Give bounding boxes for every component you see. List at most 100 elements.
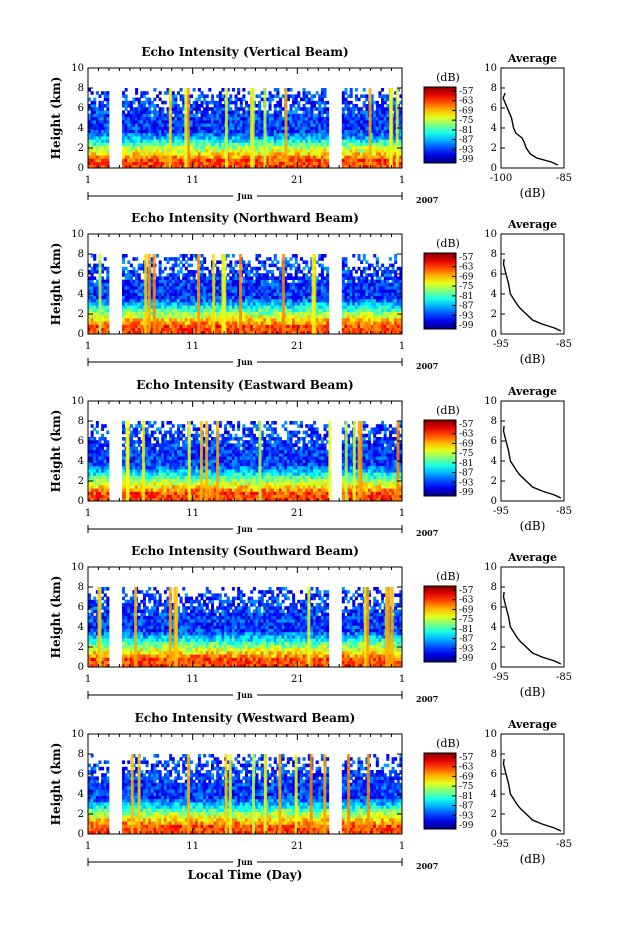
heatmap-cell	[151, 139, 154, 143]
heatmap-cell	[104, 289, 107, 293]
heatmap-cell	[266, 324, 269, 328]
heatmap-cell	[269, 91, 272, 95]
heatmap-cell	[138, 149, 141, 153]
heatmap-cell	[342, 257, 345, 261]
heatmap-cell	[146, 162, 149, 166]
heatmap-cell	[250, 318, 253, 322]
heatmap-cell	[313, 114, 316, 118]
heatmap-cell	[161, 149, 164, 153]
heatmap-streak	[144, 254, 147, 334]
heatmap-cell	[318, 254, 321, 258]
heatmap-cell	[365, 136, 368, 140]
heatmap-cell	[276, 292, 279, 296]
heatmap-cell	[201, 149, 204, 153]
heatmap-cell	[235, 318, 238, 322]
heatmap-cell	[352, 267, 355, 271]
heatmap-cell	[250, 292, 253, 296]
heatmap-cell	[321, 276, 324, 280]
heatmap-cell	[156, 315, 159, 319]
heatmap-cell	[193, 123, 196, 127]
heatmap-cell	[300, 312, 303, 316]
heatmap-cell	[125, 123, 128, 127]
heatmap-cell	[201, 286, 204, 290]
heatmap-cell	[376, 142, 379, 146]
heatmap-cell	[397, 308, 400, 312]
heatmap-cell	[368, 315, 371, 319]
heatmap-cell	[342, 267, 345, 271]
heatmap-cell	[303, 88, 306, 92]
heatmap-cell	[386, 162, 389, 166]
heatmap-cell	[384, 276, 387, 280]
heatmap-cell	[177, 117, 180, 121]
heatmap-cell	[125, 308, 128, 312]
heatmap-cell	[276, 133, 279, 137]
heatmap-cell	[386, 123, 389, 127]
heatmap-cell	[122, 101, 125, 105]
heatmap-cell	[308, 142, 311, 146]
heatmap-cell	[96, 149, 99, 153]
heatmap-cell	[276, 152, 279, 156]
heatmap-cell	[174, 328, 177, 332]
heatmap-cell	[271, 270, 274, 274]
heatmap-cell	[232, 142, 235, 146]
heatmap-cell	[308, 276, 311, 280]
heatmap-cell	[297, 114, 300, 118]
heatmap-cell	[93, 289, 96, 293]
heatmap-cell	[352, 155, 355, 159]
heatmap-cell	[219, 292, 222, 296]
heatmap-cell	[106, 130, 109, 134]
heatmap-cell	[386, 270, 389, 274]
heatmap-cell	[180, 289, 183, 293]
heatmap-cell	[130, 273, 133, 277]
heatmap-streak	[184, 88, 187, 168]
heatmap-cell	[153, 155, 156, 159]
heatmap-cell	[153, 152, 156, 156]
heatmap-cell	[326, 126, 329, 130]
heatmap-cell	[227, 273, 230, 277]
heatmap-cell	[242, 308, 245, 312]
heatmap-cell	[248, 321, 251, 325]
heatmap-cell	[326, 302, 329, 306]
heatmap-cell	[347, 296, 350, 300]
heatmap-cell	[98, 117, 101, 121]
heatmap-cell	[263, 299, 266, 303]
heatmap-cell	[138, 318, 141, 322]
heatmap-cell	[344, 273, 347, 277]
heatmap-cell	[190, 305, 193, 309]
heatmap-cell	[195, 101, 198, 105]
heatmap-cell	[221, 139, 224, 143]
heatmap-cell	[266, 296, 269, 300]
heatmap-cell	[198, 117, 201, 121]
heatmap-cell	[292, 283, 295, 287]
heatmap-cell	[106, 299, 109, 303]
heatmap-cell	[386, 146, 389, 150]
x-tick-label: 1	[399, 341, 405, 352]
heatmap-cell	[397, 328, 400, 332]
heatmap-cell	[376, 114, 379, 118]
heatmap-cell	[355, 286, 358, 290]
heatmap-cell	[143, 149, 146, 153]
heatmap-cell	[104, 305, 107, 309]
heatmap-cell	[232, 270, 235, 274]
heatmap-cell	[303, 114, 306, 118]
heatmap-cell	[221, 117, 224, 121]
heatmap-cell	[303, 162, 306, 166]
heatmap-cell	[310, 126, 313, 130]
heatmap-cell	[297, 286, 300, 290]
heatmap-cell	[143, 104, 146, 108]
heatmap-cell	[91, 276, 94, 280]
heatmap-cell	[250, 324, 253, 328]
heatmap-cell	[135, 302, 138, 306]
heatmap-cell	[271, 126, 274, 130]
heatmap-cell	[394, 324, 397, 328]
heatmap-cell	[289, 155, 292, 159]
heatmap-cell	[130, 286, 133, 290]
heatmap-cell	[201, 328, 204, 332]
heatmap-cell	[381, 308, 384, 312]
heatmap-cell	[106, 276, 109, 280]
heatmap-cell	[140, 324, 143, 328]
heatmap-streak	[264, 88, 267, 168]
heatmap-cell	[216, 130, 219, 134]
heatmap-cell	[347, 101, 350, 105]
heatmap-cell	[245, 267, 248, 271]
